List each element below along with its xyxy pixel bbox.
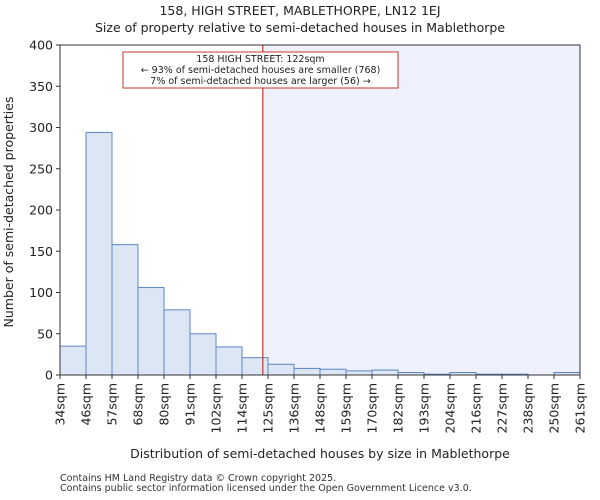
y-tick-label: 150: [29, 244, 53, 259]
annotation-line-1: 158 HIGH STREET: 122sqm: [196, 54, 324, 65]
bar-91sqm: [189, 333, 217, 376]
x-tick-label: 114sqm: [235, 383, 250, 433]
x-tick-261sqm: 261sqm: [573, 375, 588, 433]
y-tick-100: 100: [29, 285, 60, 300]
bar-34sqm: [59, 345, 87, 376]
x-tick-68sqm: 68sqm: [131, 375, 146, 426]
bar-148sqm: [319, 368, 347, 376]
annotation-frame: [122, 51, 399, 89]
x-tick-46sqm: 46sqm: [79, 375, 94, 426]
x-tick-label: 102sqm: [209, 383, 224, 433]
bar-170sqm: [371, 369, 399, 376]
x-tick-238sqm: 238sqm: [521, 375, 536, 433]
y-tick-label: 250: [29, 161, 53, 176]
footer-licence: Contains public sector information licen…: [60, 483, 472, 494]
x-tick-102sqm: 102sqm: [209, 375, 224, 433]
y-tick-400: 400: [29, 38, 60, 53]
x-tick-159sqm: 159sqm: [339, 375, 354, 433]
x-tick-216sqm: 216sqm: [469, 375, 484, 433]
x-tick-label: 125sqm: [261, 383, 276, 433]
x-tick-91sqm: 91sqm: [183, 375, 198, 426]
x-tick-204sqm: 204sqm: [443, 375, 458, 433]
y-tick-label: 0: [45, 368, 53, 383]
y-tick-label: 100: [29, 285, 53, 300]
bar-46sqm: [85, 131, 113, 376]
bars-group: [59, 131, 581, 376]
y-axis-label: Number of semi-detached properties: [1, 97, 16, 328]
x-tick-label: 170sqm: [365, 383, 380, 433]
x-tick-label: 34sqm: [53, 383, 68, 426]
bar-125sqm: [267, 363, 295, 376]
x-tick-label: 46sqm: [79, 383, 94, 426]
histogram-chart: 0 50 100 150 200 250 300 350 400 34sqm 46sqm 57sqm…: [1, 38, 588, 462]
footer-copyright: Contains HM Land Registry data © Crown c…: [60, 473, 337, 484]
bar-136sqm: [293, 367, 321, 376]
annotation-line-2: ← 93% of semi-detached houses are smalle…: [141, 65, 381, 76]
x-tick-label: 261sqm: [573, 383, 588, 433]
y-tick-label: 50: [37, 326, 53, 341]
x-tick-250sqm: 250sqm: [547, 375, 562, 433]
bar-68sqm: [137, 287, 165, 376]
x-tick-57sqm: 57sqm: [105, 375, 120, 426]
x-tick-136sqm: 136sqm: [287, 375, 302, 433]
bar-57sqm: [111, 244, 139, 376]
x-tick-label: 238sqm: [521, 383, 536, 433]
y-tick-label: 200: [29, 203, 53, 218]
y-tick-50: 50: [37, 326, 60, 341]
x-tick-148sqm: 148sqm: [313, 375, 328, 433]
y-axis: 0 50 100 150 200 250 300 350 400: [29, 38, 60, 383]
x-tick-label: 159sqm: [339, 383, 354, 433]
bar-80sqm: [163, 309, 191, 376]
x-tick-label: 204sqm: [443, 383, 458, 433]
x-axis-label: Distribution of semi-detached houses by …: [130, 446, 510, 461]
bar-114sqm: [241, 357, 269, 376]
x-tick-label: 148sqm: [313, 383, 328, 433]
bar-159sqm: [345, 370, 373, 376]
x-tick-label: 250sqm: [547, 383, 562, 433]
annotation-line-3: 7% of semi-detached houses are larger (5…: [150, 76, 370, 87]
x-tick-label: 227sqm: [495, 383, 510, 433]
x-tick-80sqm: 80sqm: [157, 375, 172, 426]
x-axis: 34sqm 46sqm 57sqm 68sqm 80sqm 91sqm 102sqm 114s…: [53, 375, 588, 433]
y-tick-300: 300: [29, 120, 60, 135]
y-tick-label: 300: [29, 120, 53, 135]
y-tick-350: 350: [29, 79, 60, 94]
x-tick-label: 193sqm: [417, 383, 432, 433]
y-tick-label: 400: [29, 38, 53, 53]
bar-102sqm: [215, 346, 243, 376]
x-tick-label: 91sqm: [183, 383, 198, 426]
x-tick-label: 80sqm: [157, 383, 172, 426]
y-tick-250: 250: [29, 161, 60, 176]
larger-region-highlight: [262, 45, 580, 375]
x-tick-34sqm: 34sqm: [53, 375, 68, 426]
x-tick-label: 216sqm: [469, 383, 484, 433]
y-tick-200: 200: [29, 203, 60, 218]
annotation-box: 158 HIGH STREET: 122sqm ← 93% of semi-de…: [122, 51, 399, 89]
x-tick-label: 68sqm: [131, 383, 146, 426]
x-tick-182sqm: 182sqm: [391, 375, 406, 433]
x-tick-label: 136sqm: [287, 383, 302, 433]
y-tick-0: 0: [45, 368, 60, 383]
x-tick-170sqm: 170sqm: [365, 375, 380, 433]
x-tick-227sqm: 227sqm: [495, 375, 510, 433]
x-tick-label: 57sqm: [105, 383, 120, 426]
y-tick-150: 150: [29, 244, 60, 259]
x-tick-114sqm: 114sqm: [235, 375, 250, 433]
chart-subtitle: Size of property relative to semi-detach…: [94, 20, 506, 35]
y-tick-label: 350: [29, 79, 53, 94]
chart-title: 158, HIGH STREET, MABLETHORPE, LN12 1EJ: [159, 3, 441, 18]
x-tick-125sqm: 125sqm: [261, 375, 276, 433]
x-tick-label: 182sqm: [391, 383, 406, 433]
x-tick-193sqm: 193sqm: [417, 375, 432, 433]
